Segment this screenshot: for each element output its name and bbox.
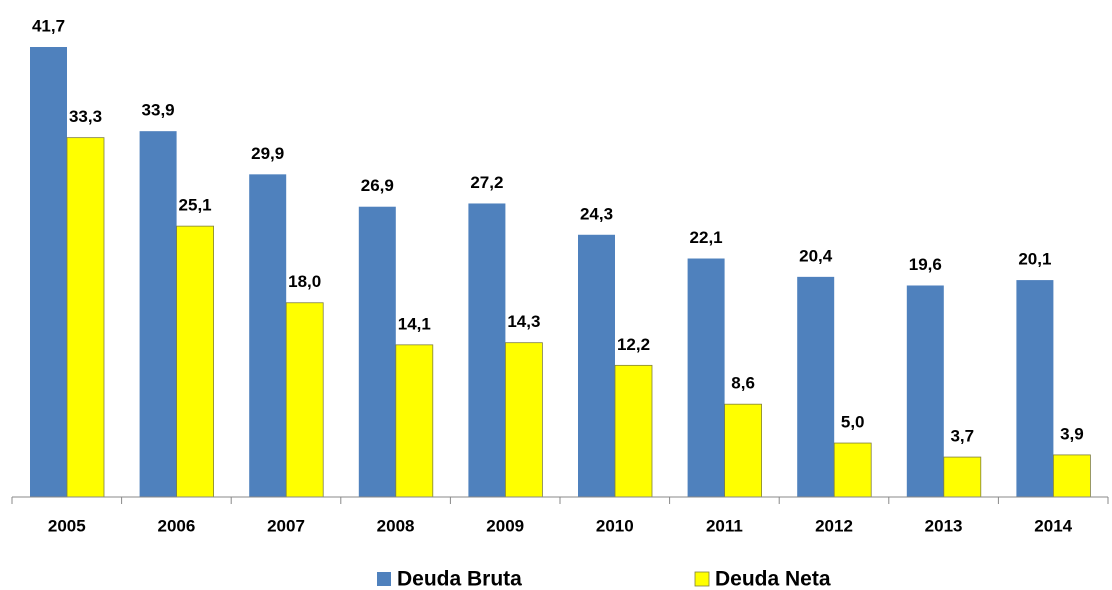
bar: [395, 344, 434, 498]
bar: [249, 174, 287, 497]
bar: [358, 206, 396, 498]
data-label: 41,7: [32, 16, 65, 35]
bar: [504, 342, 543, 498]
legend-label: Deuda Neta: [715, 568, 831, 590]
data-label: 20,4: [799, 246, 833, 265]
data-label: 24,3: [580, 204, 613, 223]
x-tick-label: 2007: [267, 516, 305, 535]
bar: [833, 442, 872, 498]
x-tick-label: 2010: [596, 516, 634, 535]
bar: [66, 137, 105, 498]
data-label: 29,9: [251, 144, 284, 163]
legend-swatch: [694, 571, 710, 587]
bar: [724, 403, 762, 498]
bar: [285, 302, 324, 498]
data-label: 18,0: [288, 272, 321, 291]
bar: [578, 234, 615, 498]
x-tick-label: 2005: [48, 516, 86, 535]
data-label: 3,9: [1060, 424, 1084, 443]
bar: [1053, 454, 1091, 498]
legend-label: Deuda Bruta: [397, 568, 522, 590]
bar: [943, 456, 982, 498]
data-label: 14,3: [507, 312, 540, 331]
bar: [30, 47, 67, 497]
legend-swatch: [377, 572, 391, 586]
bar: [906, 285, 944, 497]
data-label: 26,9: [361, 176, 394, 195]
data-label: 33,9: [142, 101, 175, 120]
data-label: 12,2: [617, 335, 650, 354]
bar: [687, 258, 725, 497]
x-tick-label: 2009: [486, 516, 524, 535]
x-tick-label: 2012: [815, 516, 853, 535]
x-tick-label: 2014: [1034, 516, 1072, 535]
data-label: 20,1: [1018, 250, 1051, 269]
x-tick-label: 2006: [157, 516, 195, 535]
x-tick-label: 2011: [706, 516, 743, 535]
x-tick-label: 2008: [377, 516, 415, 535]
bar: [176, 225, 215, 498]
data-label: 25,1: [179, 196, 212, 215]
bar: [1016, 280, 1054, 497]
data-label: 14,1: [398, 314, 431, 333]
data-label: 19,6: [909, 255, 942, 274]
bar: [468, 203, 506, 497]
data-label: 5,0: [841, 413, 865, 432]
bar: [139, 131, 177, 497]
bar: [797, 276, 835, 497]
data-label: 22,1: [690, 228, 723, 247]
bar: [614, 364, 653, 498]
data-label: 27,2: [470, 173, 503, 192]
data-label: 8,6: [731, 374, 755, 393]
data-label: 3,7: [950, 427, 974, 446]
data-label: 33,3: [69, 107, 102, 126]
x-tick-label: 2013: [925, 516, 963, 535]
